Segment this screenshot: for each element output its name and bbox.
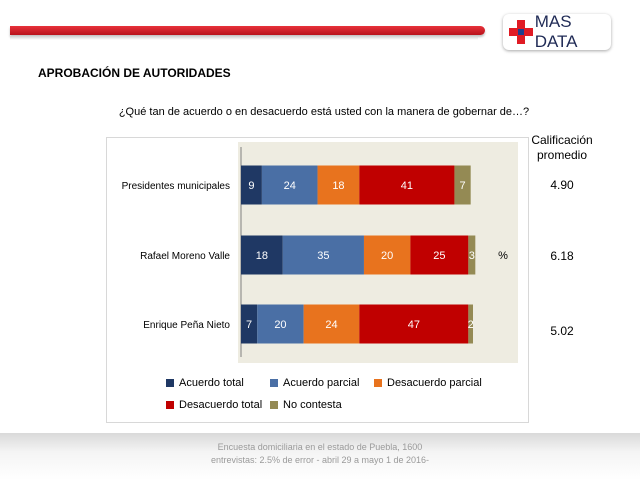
- legend-label: Acuerdo parcial: [283, 377, 360, 389]
- header-accent-bar: [10, 26, 485, 35]
- bar-segment: [410, 235, 469, 275]
- data-label: 41: [401, 180, 413, 192]
- legend-label: Acuerdo total: [179, 377, 244, 389]
- bar-segment: [363, 235, 411, 275]
- data-label: 24: [325, 319, 337, 331]
- bar-segment: [257, 304, 304, 344]
- bar-segment: [241, 235, 283, 275]
- data-label: 24: [284, 180, 296, 192]
- footer-band: [0, 433, 640, 480]
- legend-item: Desacuerdo total: [166, 399, 262, 411]
- average-title-line2: promedio: [536, 148, 588, 162]
- section-title: APROBACIÓN DE AUTORIDADES: [38, 66, 231, 80]
- brand-logo: MAS DATA: [503, 12, 611, 51]
- legend-swatch: [270, 401, 278, 409]
- legend-item: Desacuerdo parcial: [374, 377, 482, 389]
- bar-segment: [282, 235, 364, 275]
- bar-segment: [468, 235, 476, 275]
- footer-note: Encuesta domiciliaria en el estado de Pu…: [0, 441, 640, 467]
- data-label: 3: [469, 250, 475, 262]
- average-value-moreno-valle: 6.18: [550, 249, 574, 263]
- footer-line1: Encuesta domiciliaria en el estado de Pu…: [217, 442, 423, 452]
- data-label: 2: [468, 319, 474, 331]
- data-label: 7: [459, 180, 465, 192]
- legend-label: No contesta: [283, 399, 342, 411]
- bar-segment: [261, 165, 318, 205]
- average-value-pena-nieto: 5.02: [550, 324, 574, 338]
- legend-swatch: [270, 379, 278, 387]
- data-label: 18: [332, 180, 344, 192]
- data-label: 47: [408, 319, 420, 331]
- legend-label: Desacuerdo parcial: [387, 377, 482, 389]
- category-label: Rafael Moreno Valle: [140, 251, 230, 262]
- data-label: 9: [248, 180, 254, 192]
- average-score-header: Calificación promedio: [522, 133, 602, 163]
- header-accent-shadow: [10, 36, 478, 40]
- legend-swatch: [374, 379, 382, 387]
- data-label: 18: [256, 250, 268, 262]
- legend-item: Acuerdo total: [166, 377, 244, 389]
- bar-segment: [359, 165, 455, 205]
- data-label: 7: [246, 319, 252, 331]
- average-value-presidentes: 4.90: [550, 178, 574, 192]
- average-title-line1: Calificación: [531, 133, 593, 147]
- bar-segment: [468, 304, 473, 344]
- data-label: 20: [381, 250, 393, 262]
- brand-name: MAS DATA: [534, 12, 578, 51]
- bar-segment: [303, 304, 360, 344]
- data-label: 25: [433, 250, 445, 262]
- bar-segment: [241, 165, 262, 205]
- legend-swatch: [166, 401, 174, 409]
- bar-segment: [317, 165, 360, 205]
- bar-segment: [241, 304, 258, 344]
- category-label: Presidentes municipales: [122, 181, 230, 192]
- legend-item: No contesta: [270, 399, 342, 411]
- medical-cross-icon: [509, 20, 533, 44]
- bar-segment: [359, 304, 469, 344]
- data-label: 20: [274, 319, 286, 331]
- footer-line2: entrevistas: 2.5% de error - abril 29 a …: [210, 455, 430, 465]
- legend-label: Desacuerdo total: [179, 399, 263, 411]
- data-label: 35: [317, 250, 329, 262]
- category-label: Enrique Peña Nieto: [143, 320, 230, 331]
- legend-item: Acuerdo parcial: [270, 377, 359, 389]
- legend-swatch: [166, 379, 174, 387]
- unit-label: %: [498, 250, 508, 262]
- bar-segment: [454, 165, 471, 205]
- survey-question: ¿Qué tan de acuerdo o en desacuerdo está…: [118, 106, 530, 118]
